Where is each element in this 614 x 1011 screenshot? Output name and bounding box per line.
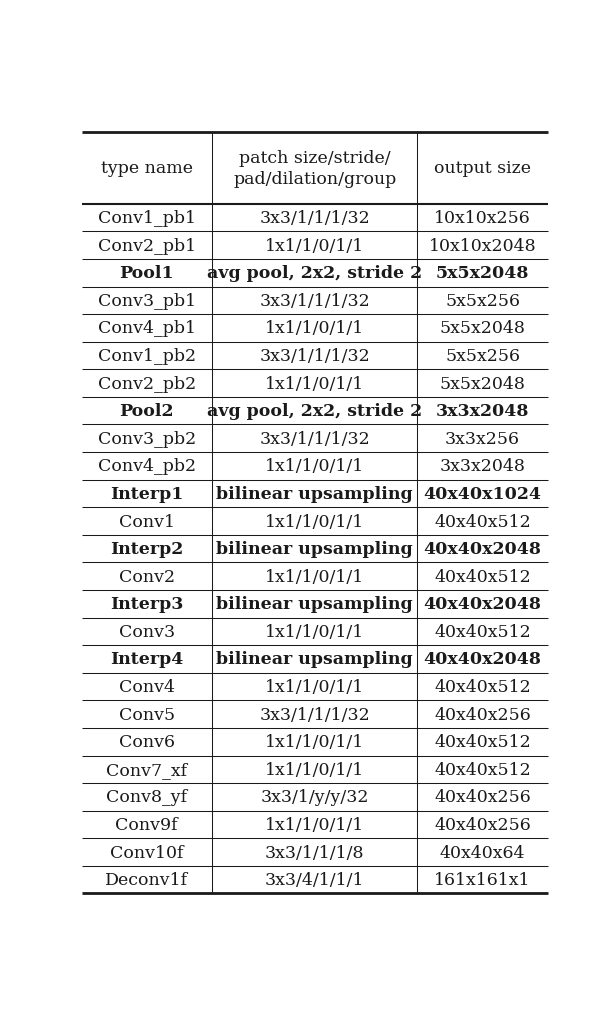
Text: Conv3_pb2: Conv3_pb2 <box>98 431 196 447</box>
Text: 1x1/1/0/1/1: 1x1/1/0/1/1 <box>265 816 364 833</box>
Text: Conv4_pb2: Conv4_pb2 <box>98 458 196 475</box>
Text: Conv1: Conv1 <box>119 513 175 530</box>
Text: Conv2_pb1: Conv2_pb1 <box>98 238 196 255</box>
Text: Pool2: Pool2 <box>120 402 174 420</box>
Text: 5x5x2048: 5x5x2048 <box>440 375 526 392</box>
Text: Conv5: Conv5 <box>119 706 175 723</box>
Text: 40x40x512: 40x40x512 <box>434 568 531 585</box>
Text: Conv3: Conv3 <box>119 623 175 640</box>
Text: Deconv1f: Deconv1f <box>105 871 188 889</box>
Text: 3x3/1/1/1/8: 3x3/1/1/1/8 <box>265 844 365 860</box>
Text: 1x1/1/0/1/1: 1x1/1/0/1/1 <box>265 458 364 475</box>
Text: Interp3: Interp3 <box>110 595 184 613</box>
Text: Conv2_pb2: Conv2_pb2 <box>98 375 196 392</box>
Text: Conv3_pb1: Conv3_pb1 <box>98 292 196 309</box>
Text: 40x40x512: 40x40x512 <box>434 734 531 750</box>
Text: 1x1/1/0/1/1: 1x1/1/0/1/1 <box>265 320 364 337</box>
Text: 40x40x256: 40x40x256 <box>434 706 531 723</box>
Text: 3x3x256: 3x3x256 <box>445 431 520 447</box>
Text: 3x3/1/1/1/32: 3x3/1/1/1/32 <box>259 210 370 226</box>
Text: output size: output size <box>434 161 531 177</box>
Text: avg pool, 2x2, stride 2: avg pool, 2x2, stride 2 <box>207 265 422 282</box>
Text: Conv10f: Conv10f <box>110 844 184 860</box>
Text: 40x40x2048: 40x40x2048 <box>424 595 542 613</box>
Text: avg pool, 2x2, stride 2: avg pool, 2x2, stride 2 <box>207 402 422 420</box>
Text: 40x40x512: 40x40x512 <box>434 513 531 530</box>
Text: 5x5x256: 5x5x256 <box>445 348 520 365</box>
Text: 40x40x512: 40x40x512 <box>434 678 531 696</box>
Text: 3x3x2048: 3x3x2048 <box>436 402 529 420</box>
Text: 40x40x256: 40x40x256 <box>434 816 531 833</box>
Text: 40x40x2048: 40x40x2048 <box>424 541 542 558</box>
Text: Conv9f: Conv9f <box>115 816 178 833</box>
Text: 1x1/1/0/1/1: 1x1/1/0/1/1 <box>265 761 364 778</box>
Text: 1x1/1/0/1/1: 1x1/1/0/1/1 <box>265 238 364 255</box>
Text: 10x10x2048: 10x10x2048 <box>429 238 537 255</box>
Text: 40x40x512: 40x40x512 <box>434 623 531 640</box>
Text: Interp2: Interp2 <box>110 541 184 558</box>
Text: 40x40x1024: 40x40x1024 <box>424 485 542 502</box>
Text: bilinear upsampling: bilinear upsampling <box>216 485 413 502</box>
Text: 1x1/1/0/1/1: 1x1/1/0/1/1 <box>265 568 364 585</box>
Text: Conv6: Conv6 <box>119 734 175 750</box>
Text: Interp1: Interp1 <box>110 485 184 502</box>
Text: 1x1/1/0/1/1: 1x1/1/0/1/1 <box>265 513 364 530</box>
Text: 10x10x256: 10x10x256 <box>434 210 531 226</box>
Text: 5x5x256: 5x5x256 <box>445 292 520 309</box>
Text: 40x40x2048: 40x40x2048 <box>424 651 542 668</box>
Text: 3x3x2048: 3x3x2048 <box>440 458 526 475</box>
Text: 5x5x2048: 5x5x2048 <box>436 265 529 282</box>
Text: 3x3/1/1/1/32: 3x3/1/1/1/32 <box>259 431 370 447</box>
Text: 3x3/1/y/y/32: 3x3/1/y/y/32 <box>260 789 369 806</box>
Text: Conv4: Conv4 <box>119 678 175 696</box>
Text: 3x3/1/1/1/32: 3x3/1/1/1/32 <box>259 706 370 723</box>
Text: Conv1_pb2: Conv1_pb2 <box>98 348 196 365</box>
Text: Conv4_pb1: Conv4_pb1 <box>98 320 196 337</box>
Text: Conv7_xf: Conv7_xf <box>106 761 187 778</box>
Text: 1x1/1/0/1/1: 1x1/1/0/1/1 <box>265 623 364 640</box>
Text: bilinear upsampling: bilinear upsampling <box>216 651 413 668</box>
Text: Conv2: Conv2 <box>119 568 175 585</box>
Text: 1x1/1/0/1/1: 1x1/1/0/1/1 <box>265 375 364 392</box>
Text: bilinear upsampling: bilinear upsampling <box>216 595 413 613</box>
Text: 3x3/1/1/1/32: 3x3/1/1/1/32 <box>259 348 370 365</box>
Text: type name: type name <box>101 161 193 177</box>
Text: 40x40x512: 40x40x512 <box>434 761 531 778</box>
Text: Conv8_yf: Conv8_yf <box>106 789 187 806</box>
Text: Conv1_pb1: Conv1_pb1 <box>98 210 196 226</box>
Text: patch size/stride/
pad/dilation/group: patch size/stride/ pad/dilation/group <box>233 150 396 188</box>
Text: 1x1/1/0/1/1: 1x1/1/0/1/1 <box>265 678 364 696</box>
Text: 5x5x2048: 5x5x2048 <box>440 320 526 337</box>
Text: 40x40x256: 40x40x256 <box>434 789 531 806</box>
Text: 161x161x1: 161x161x1 <box>434 871 531 889</box>
Text: Interp4: Interp4 <box>110 651 184 668</box>
Text: 3x3/1/1/1/32: 3x3/1/1/1/32 <box>259 292 370 309</box>
Text: Pool1: Pool1 <box>120 265 174 282</box>
Text: 1x1/1/0/1/1: 1x1/1/0/1/1 <box>265 734 364 750</box>
Text: bilinear upsampling: bilinear upsampling <box>216 541 413 558</box>
Text: 3x3/4/1/1/1: 3x3/4/1/1/1 <box>265 871 365 889</box>
Text: 40x40x64: 40x40x64 <box>440 844 526 860</box>
